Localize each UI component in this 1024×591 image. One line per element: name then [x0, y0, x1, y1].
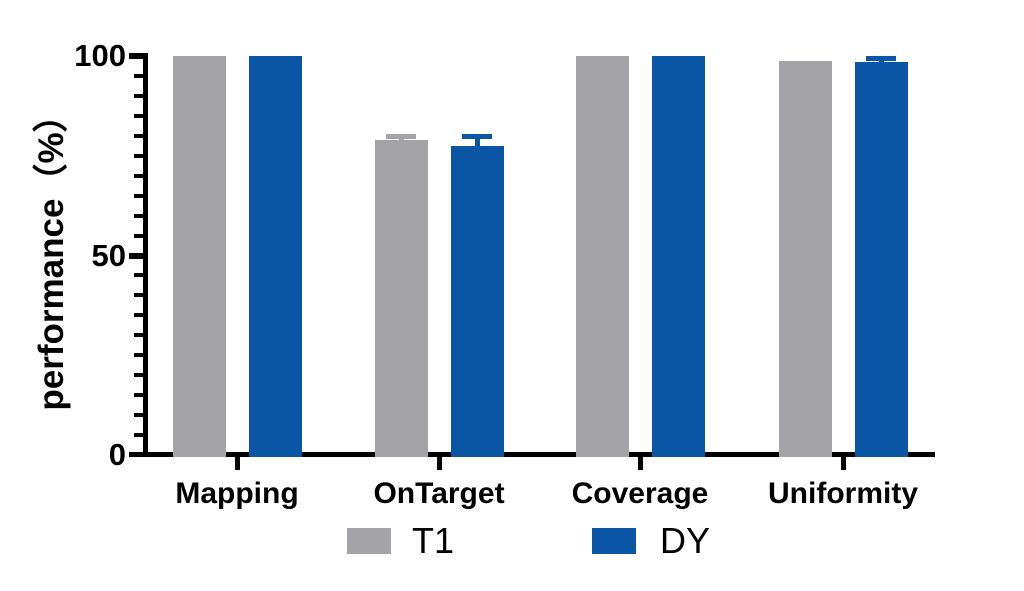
y-minor-tick-10: [134, 413, 143, 418]
y-minor-tick-15: [134, 393, 143, 398]
category-label-ontarget: OnTarget: [373, 477, 505, 510]
y-major-tick-50: [129, 252, 143, 259]
y-major-tick-100: [129, 53, 143, 59]
y-minor-tick-45: [134, 273, 143, 278]
errorbar-stem-dy-ontarget: [474, 136, 480, 150]
legend-swatch-dy: [592, 528, 636, 554]
category-label-coverage: Coverage: [571, 477, 709, 510]
y-minor-tick-80: [134, 133, 143, 138]
y-minor-tick-90: [134, 93, 143, 98]
y-minor-tick-95: [134, 73, 143, 78]
bar-dy-ontarget: [450, 145, 504, 457]
y-minor-tick-35: [134, 313, 143, 318]
y-minor-tick-60: [134, 213, 143, 218]
legend-label-dy: DY: [660, 520, 711, 561]
x-tick-ontarget: [436, 457, 442, 470]
category-label-mapping: Mapping: [175, 477, 299, 510]
y-axis-line: [143, 53, 148, 457]
bar-t1-mapping: [172, 56, 226, 457]
y-minor-tick-40: [134, 293, 143, 298]
y-tick-label-100: 100: [74, 38, 126, 73]
y-minor-tick-85: [134, 113, 143, 118]
legend-swatch-t1: [347, 528, 391, 554]
y-minor-tick-65: [134, 193, 143, 198]
y-minor-tick-70: [134, 173, 143, 178]
y-minor-tick-55: [134, 233, 143, 238]
bar-t1-ontarget: [374, 139, 428, 457]
bar-dy-uniformity: [854, 61, 908, 457]
x-tick-mapping: [234, 457, 240, 470]
bar-t1-coverage: [575, 56, 629, 457]
y-minor-tick-20: [134, 373, 143, 378]
y-tick-label-0: 0: [108, 437, 126, 472]
category-label-uniformity: Uniformity: [768, 477, 918, 510]
x-tick-uniformity: [840, 457, 846, 470]
y-minor-tick-25: [134, 353, 143, 358]
bar-dy-mapping: [248, 56, 302, 457]
bar-dy-coverage: [651, 56, 705, 457]
errorbar-stem-t1-ontarget: [398, 136, 404, 144]
bar-t1-uniformity: [778, 61, 832, 457]
y-tick-label-50: 50: [91, 237, 126, 273]
x-axis-line: [129, 452, 935, 457]
legend-label-t1: T1: [412, 520, 455, 561]
y-minor-tick-5: [134, 433, 143, 438]
y-minor-tick-75: [134, 153, 143, 158]
x-tick-coverage: [637, 457, 643, 470]
errorbar-stem-dy-uniformity: [878, 58, 884, 66]
y-minor-tick-30: [134, 333, 143, 338]
